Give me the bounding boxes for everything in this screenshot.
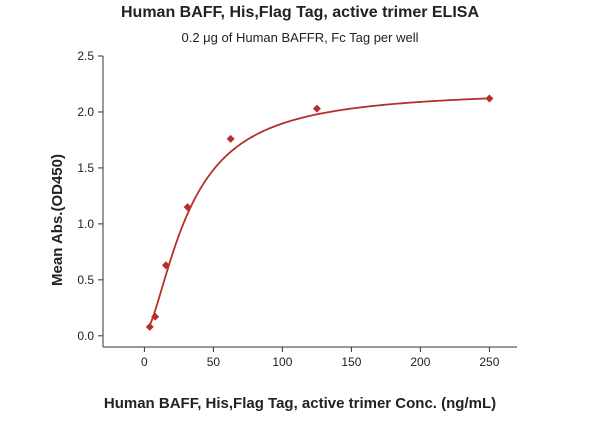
y-tick-label: 0.5 bbox=[77, 273, 94, 287]
y-tick-label: 1.0 bbox=[77, 217, 94, 231]
x-tick-label: 50 bbox=[207, 355, 221, 369]
y-tick-label: 2.5 bbox=[77, 49, 94, 63]
data-point bbox=[183, 203, 192, 212]
ticks: 0 50 100 150 200 250 0.0 0.5 1.0 1.5 2.0 2.5 bbox=[77, 49, 499, 369]
axes bbox=[102, 56, 517, 348]
y-tick-label: 2.0 bbox=[77, 105, 94, 119]
x-axis-label: Human BAFF, His,Flag Tag, active trimer … bbox=[103, 395, 497, 412]
data-point bbox=[226, 134, 235, 143]
data-point bbox=[312, 104, 321, 113]
x-tick-label: 0 bbox=[141, 355, 148, 369]
x-tick-label: 200 bbox=[410, 355, 430, 369]
x-tick-label: 150 bbox=[341, 355, 361, 369]
fit-curve bbox=[148, 97, 490, 326]
y-tick-label: 1.5 bbox=[77, 161, 94, 175]
chart-subtitle: 0.2 μg of Human BAFFR, Fc Tag per well bbox=[181, 30, 419, 45]
data-point bbox=[145, 322, 154, 331]
x-tick-label: 250 bbox=[479, 355, 499, 369]
chart-title: Human BAFF, His,Flag Tag, active trimer … bbox=[121, 4, 479, 21]
data-point bbox=[151, 312, 160, 321]
x-tick-label: 100 bbox=[272, 355, 292, 369]
y-tick-label: 0.0 bbox=[77, 329, 94, 343]
data-point bbox=[161, 261, 170, 270]
y-axis-label: Mean Abs.(OD450) bbox=[49, 154, 66, 286]
data-point bbox=[485, 94, 494, 103]
data-points bbox=[145, 94, 494, 331]
